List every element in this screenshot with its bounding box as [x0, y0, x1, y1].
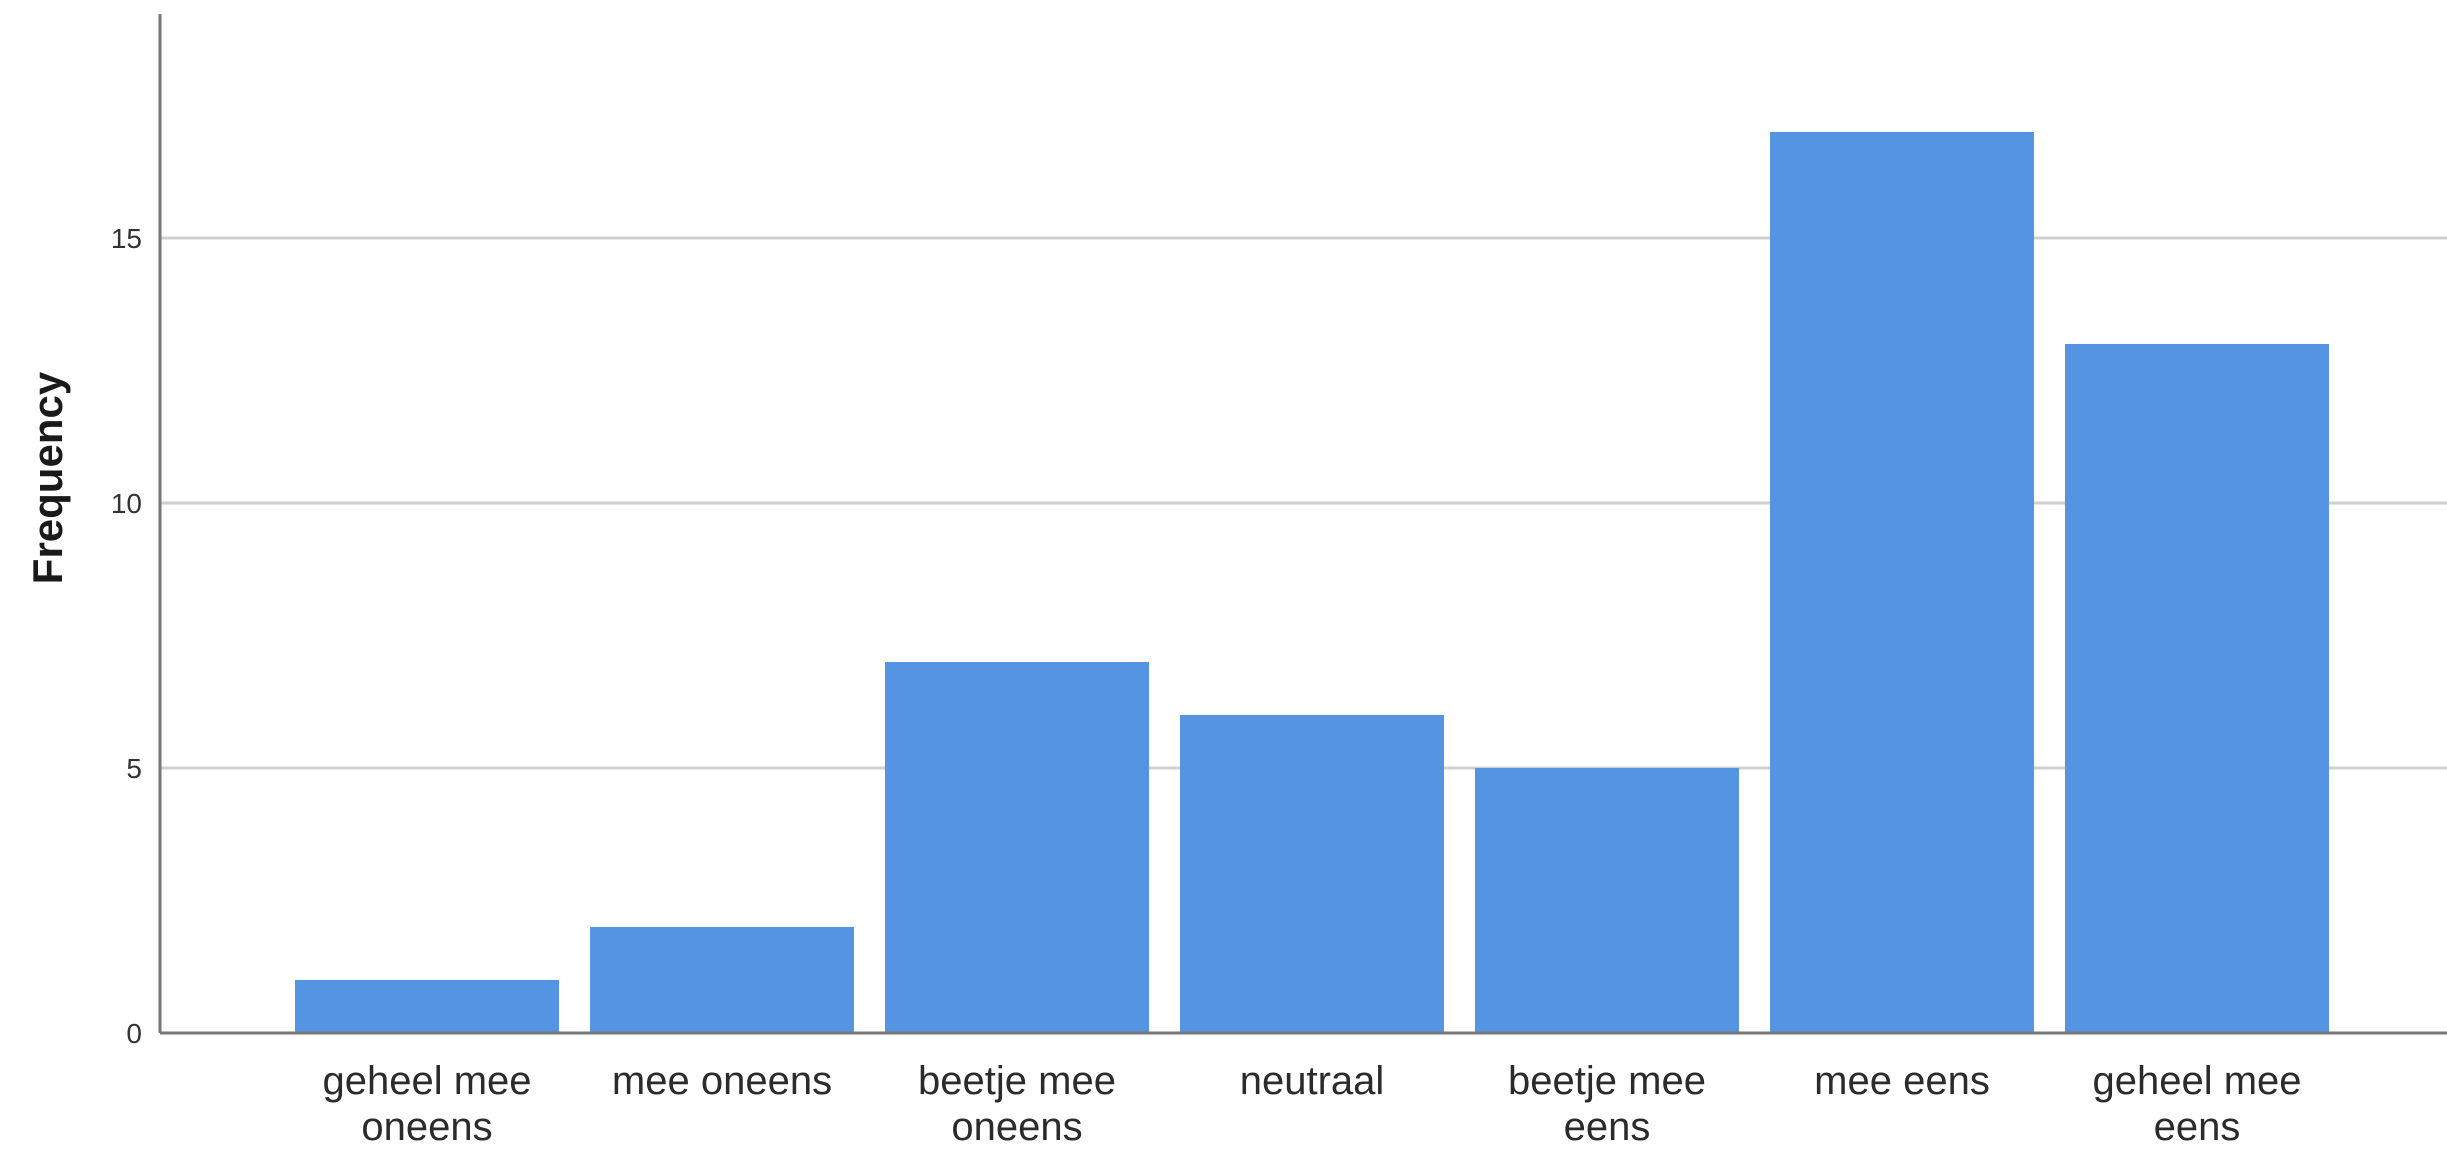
bar: [1475, 768, 1739, 1033]
x-category-label: neutraal: [1240, 1059, 1385, 1103]
bars: [295, 132, 2329, 1033]
x-category-label: geheel mee oneens: [322, 1059, 531, 1149]
y-tick-label: 0: [126, 1018, 142, 1049]
bar: [590, 927, 854, 1033]
x-category-label: geheel mee eens: [2092, 1059, 2301, 1149]
bar: [1180, 715, 1444, 1033]
x-category-label: mee oneens: [612, 1059, 832, 1103]
x-category-label: beetje mee oneens: [918, 1059, 1116, 1149]
y-tick-label: 5: [126, 753, 142, 784]
y-tick-labels: 0 5 10 15: [111, 223, 142, 1049]
bar: [885, 662, 1149, 1033]
x-category-label: mee eens: [1814, 1059, 1990, 1103]
x-category-labels: geheel mee oneens mee oneens beetje mee onee…: [322, 1059, 2301, 1149]
y-tick-label: 10: [111, 488, 142, 519]
y-tick-label: 15: [111, 223, 142, 254]
bar: [1770, 132, 2034, 1033]
bar: [2065, 344, 2329, 1033]
y-axis-title: Frequency: [24, 371, 71, 584]
x-category-label: beetje mee eens: [1508, 1059, 1706, 1149]
axes: [158, 14, 2447, 1035]
bar: [295, 980, 559, 1033]
